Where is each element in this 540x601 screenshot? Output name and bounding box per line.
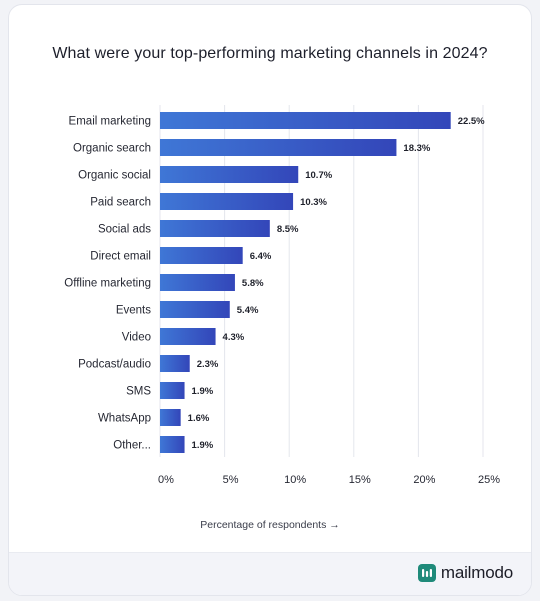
bar (160, 301, 230, 318)
bar (160, 436, 185, 453)
value-label: 4.3% (223, 332, 245, 343)
x-tick-label: 10% (284, 474, 306, 486)
bar (160, 112, 451, 129)
value-label: 10.7% (305, 170, 332, 181)
bar (160, 382, 185, 399)
value-label: 1.9% (192, 386, 214, 397)
category-label: WhatsApp (98, 413, 151, 425)
bar (160, 274, 235, 291)
category-label: Email marketing (69, 116, 151, 128)
value-label: 2.3% (197, 359, 219, 370)
bar (160, 409, 181, 426)
category-label: Organic search (73, 143, 151, 155)
bar (160, 166, 299, 183)
labels: Email marketing 22.5% Organic search 18.3% O… (64, 116, 485, 452)
category-label: Offline marketing (64, 278, 151, 290)
bar (160, 328, 216, 345)
category-label: Video (122, 332, 151, 344)
bar (160, 355, 190, 372)
x-tick-label: 5% (223, 474, 239, 486)
bar (160, 247, 243, 264)
value-label: 1.6% (188, 413, 210, 424)
category-label: Podcast/audio (78, 359, 151, 371)
value-label: 22.5% (458, 116, 485, 127)
x-tick-label: 20% (413, 474, 435, 486)
category-label: Paid search (90, 197, 151, 209)
value-label: 5.4% (237, 305, 259, 316)
x-tick-label: 15% (349, 474, 371, 486)
bars (160, 112, 451, 453)
chart-title: What were your top-performing marketing … (52, 45, 488, 62)
x-tick-label: 25% (478, 474, 500, 486)
value-label: 5.8% (242, 278, 264, 289)
brand-logo: mailmodo (417, 563, 513, 583)
category-label: Organic social (78, 170, 151, 182)
category-label: Events (116, 305, 151, 317)
value-label: 10.3% (300, 197, 327, 208)
value-label: 18.3% (403, 143, 430, 154)
value-label: 1.9% (192, 440, 214, 451)
category-label: Other... (113, 440, 151, 452)
value-label: 6.4% (250, 251, 272, 262)
brand-name: mailmodo (440, 563, 513, 582)
chart-card: What were your top-performing marketing … (8, 4, 532, 596)
x-tick-label: 0% (158, 474, 174, 486)
x-axis-label: Percentage of respondents → (200, 519, 340, 531)
mailmodo-logo-icon (417, 564, 436, 582)
bar (160, 139, 397, 156)
category-label: SMS (126, 386, 151, 398)
category-label: Direct email (90, 251, 151, 263)
bar-chart: Email marketing 22.5% Organic search 18.3% O… (64, 105, 500, 486)
footer-bar: mailmodo (9, 552, 531, 595)
value-label: 8.5% (277, 224, 299, 235)
category-label: Social ads (98, 224, 151, 236)
x-axis-ticks: 0% 5% 10% 15% 20% 25% (158, 474, 500, 486)
bar (160, 193, 294, 210)
bar (160, 220, 270, 237)
